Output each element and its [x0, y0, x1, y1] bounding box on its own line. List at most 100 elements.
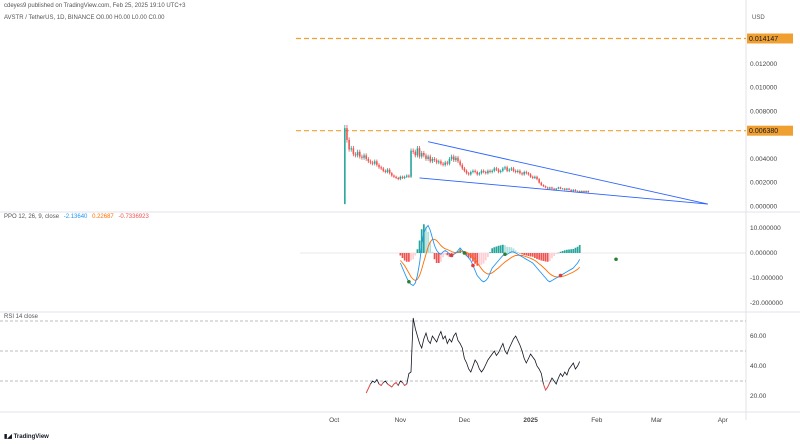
price-candle: [536, 176, 538, 180]
price-candle: [405, 175, 408, 177]
ppo-cross-marker-green: [503, 252, 507, 257]
rsi-oversold-segment: [387, 383, 390, 386]
ppo-line: [399, 224, 581, 287]
price-tick-label: 0.008000: [750, 108, 777, 115]
price-candle: [474, 170, 476, 173]
ppo-histogram-bar: [465, 253, 468, 257]
price-candle: [440, 161, 442, 164]
ppo-histogram-bar: [425, 226, 427, 253]
price-candle: [480, 170, 483, 174]
rsi-tick-label: 20.00: [750, 393, 767, 400]
ppo-histogram-bar: [495, 246, 498, 253]
ppo-histogram-bar: [531, 253, 534, 257]
price-candle: [380, 167, 382, 169]
price-candle: [429, 156, 432, 162]
ppo-histogram-bar: [401, 253, 404, 258]
price-candle: [450, 156, 453, 159]
price-candle: [538, 179, 540, 183]
ppo-histogram-bar: [578, 245, 581, 253]
ppo-histogram-bar: [474, 253, 476, 264]
ppo-legend-value-3: -0.7336923: [118, 214, 149, 220]
rsi-oversold-segment: [378, 383, 382, 386]
price-candle: [470, 172, 472, 175]
price-candle: [423, 153, 425, 156]
price-candle: [401, 176, 404, 178]
price-candle: [384, 170, 387, 173]
price-candle: [427, 156, 429, 159]
price-candle: [472, 170, 474, 173]
price-candle: [388, 169, 391, 174]
price-tick-label: 0.000000: [750, 203, 777, 210]
ppo-histogram-bar: [516, 252, 519, 253]
price-candle: [367, 158, 370, 162]
price-candle: [376, 161, 378, 165]
publish-line: cdeyes9 published on TradingView.com, Fe…: [4, 3, 186, 9]
price-candle: [510, 168, 513, 170]
price-candle: [525, 172, 528, 174]
ppo-histogram-bar: [510, 247, 513, 253]
ppo-histogram-bar: [559, 251, 562, 253]
price-candle: [546, 187, 549, 189]
ppo-histogram-bar: [568, 249, 570, 253]
price-candle: [497, 169, 500, 173]
price-candle: [482, 170, 485, 173]
price-candle: [457, 157, 459, 162]
price-candle: [344, 128, 346, 205]
price-candle: [348, 139, 350, 150]
rsi-oversold-segment: [389, 385, 393, 388]
price-candle: [542, 185, 545, 187]
price-candle: [446, 162, 449, 164]
ppo-histogram-bar: [497, 245, 500, 253]
ppo-histogram-bar: [553, 253, 555, 256]
ppo-histogram-bar: [491, 248, 494, 253]
time-axis-label: Apr: [718, 417, 729, 424]
ppo-histogram-bar: [527, 253, 530, 256]
ppo-histogram-bar: [484, 253, 487, 261]
ppo-histogram-bar: [429, 241, 432, 253]
ppo-histogram-bar: [440, 253, 442, 262]
price-candle: [365, 155, 367, 159]
ppo-histogram-bar: [546, 253, 549, 262]
ppo-histogram-bar: [467, 253, 470, 258]
price-candle: [502, 168, 504, 171]
price-candle: [476, 172, 479, 175]
ppo-histogram-bar: [512, 248, 515, 253]
price-tick-label: 0.012000: [750, 61, 777, 68]
ppo-histogram-bar: [412, 253, 415, 260]
price-candle: [578, 191, 581, 193]
price-candle: [581, 191, 583, 193]
ppo-histogram-bar: [521, 253, 523, 255]
price-tick-label: 0.002000: [750, 180, 777, 187]
ppo-histogram-bar: [482, 253, 485, 264]
price-candle: [551, 187, 553, 189]
brand-name: TradingView: [13, 434, 49, 440]
rsi-legend: RSI 14 close: [4, 314, 39, 320]
price-candle: [583, 191, 585, 193]
price-candle: [397, 177, 400, 180]
ppo-histogram-bar: [446, 253, 449, 256]
ppo-histogram-bar: [504, 245, 506, 253]
price-candle: [408, 175, 410, 177]
price-candle: [508, 169, 511, 171]
price-candle: [523, 172, 526, 175]
ppo-histogram-bar: [574, 247, 577, 253]
ppo-histogram-bar: [405, 253, 408, 262]
price-candle: [504, 167, 506, 169]
price-candle: [393, 175, 395, 177]
rsi-oversold-segment: [367, 383, 371, 389]
ppo-histogram-bar: [519, 253, 521, 254]
price-candle: [358, 151, 361, 157]
price-candle: [435, 160, 438, 163]
price-candle: [416, 148, 419, 156]
price-candle: [418, 148, 421, 157]
ppo-histogram-bar: [529, 253, 532, 257]
trendline-lower: [419, 177, 708, 205]
rsi-oversold-segment: [404, 383, 408, 386]
ppo-histogram-bar: [427, 231, 429, 253]
ppo-histogram-bar: [523, 253, 526, 255]
price-candle: [410, 150, 412, 177]
ppo-histogram-bar: [557, 252, 560, 254]
price-candle: [534, 176, 536, 178]
ppo-legend-title: PPO 12, 26, 9, close: [4, 214, 60, 220]
ppo-histogram-bar: [444, 253, 447, 255]
